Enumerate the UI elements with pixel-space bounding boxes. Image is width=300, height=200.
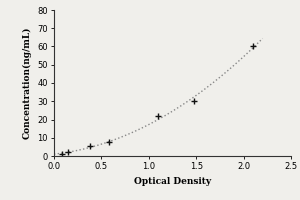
Y-axis label: Concentration(ng/mL): Concentration(ng/mL) xyxy=(22,27,32,139)
X-axis label: Optical Density: Optical Density xyxy=(134,177,211,186)
